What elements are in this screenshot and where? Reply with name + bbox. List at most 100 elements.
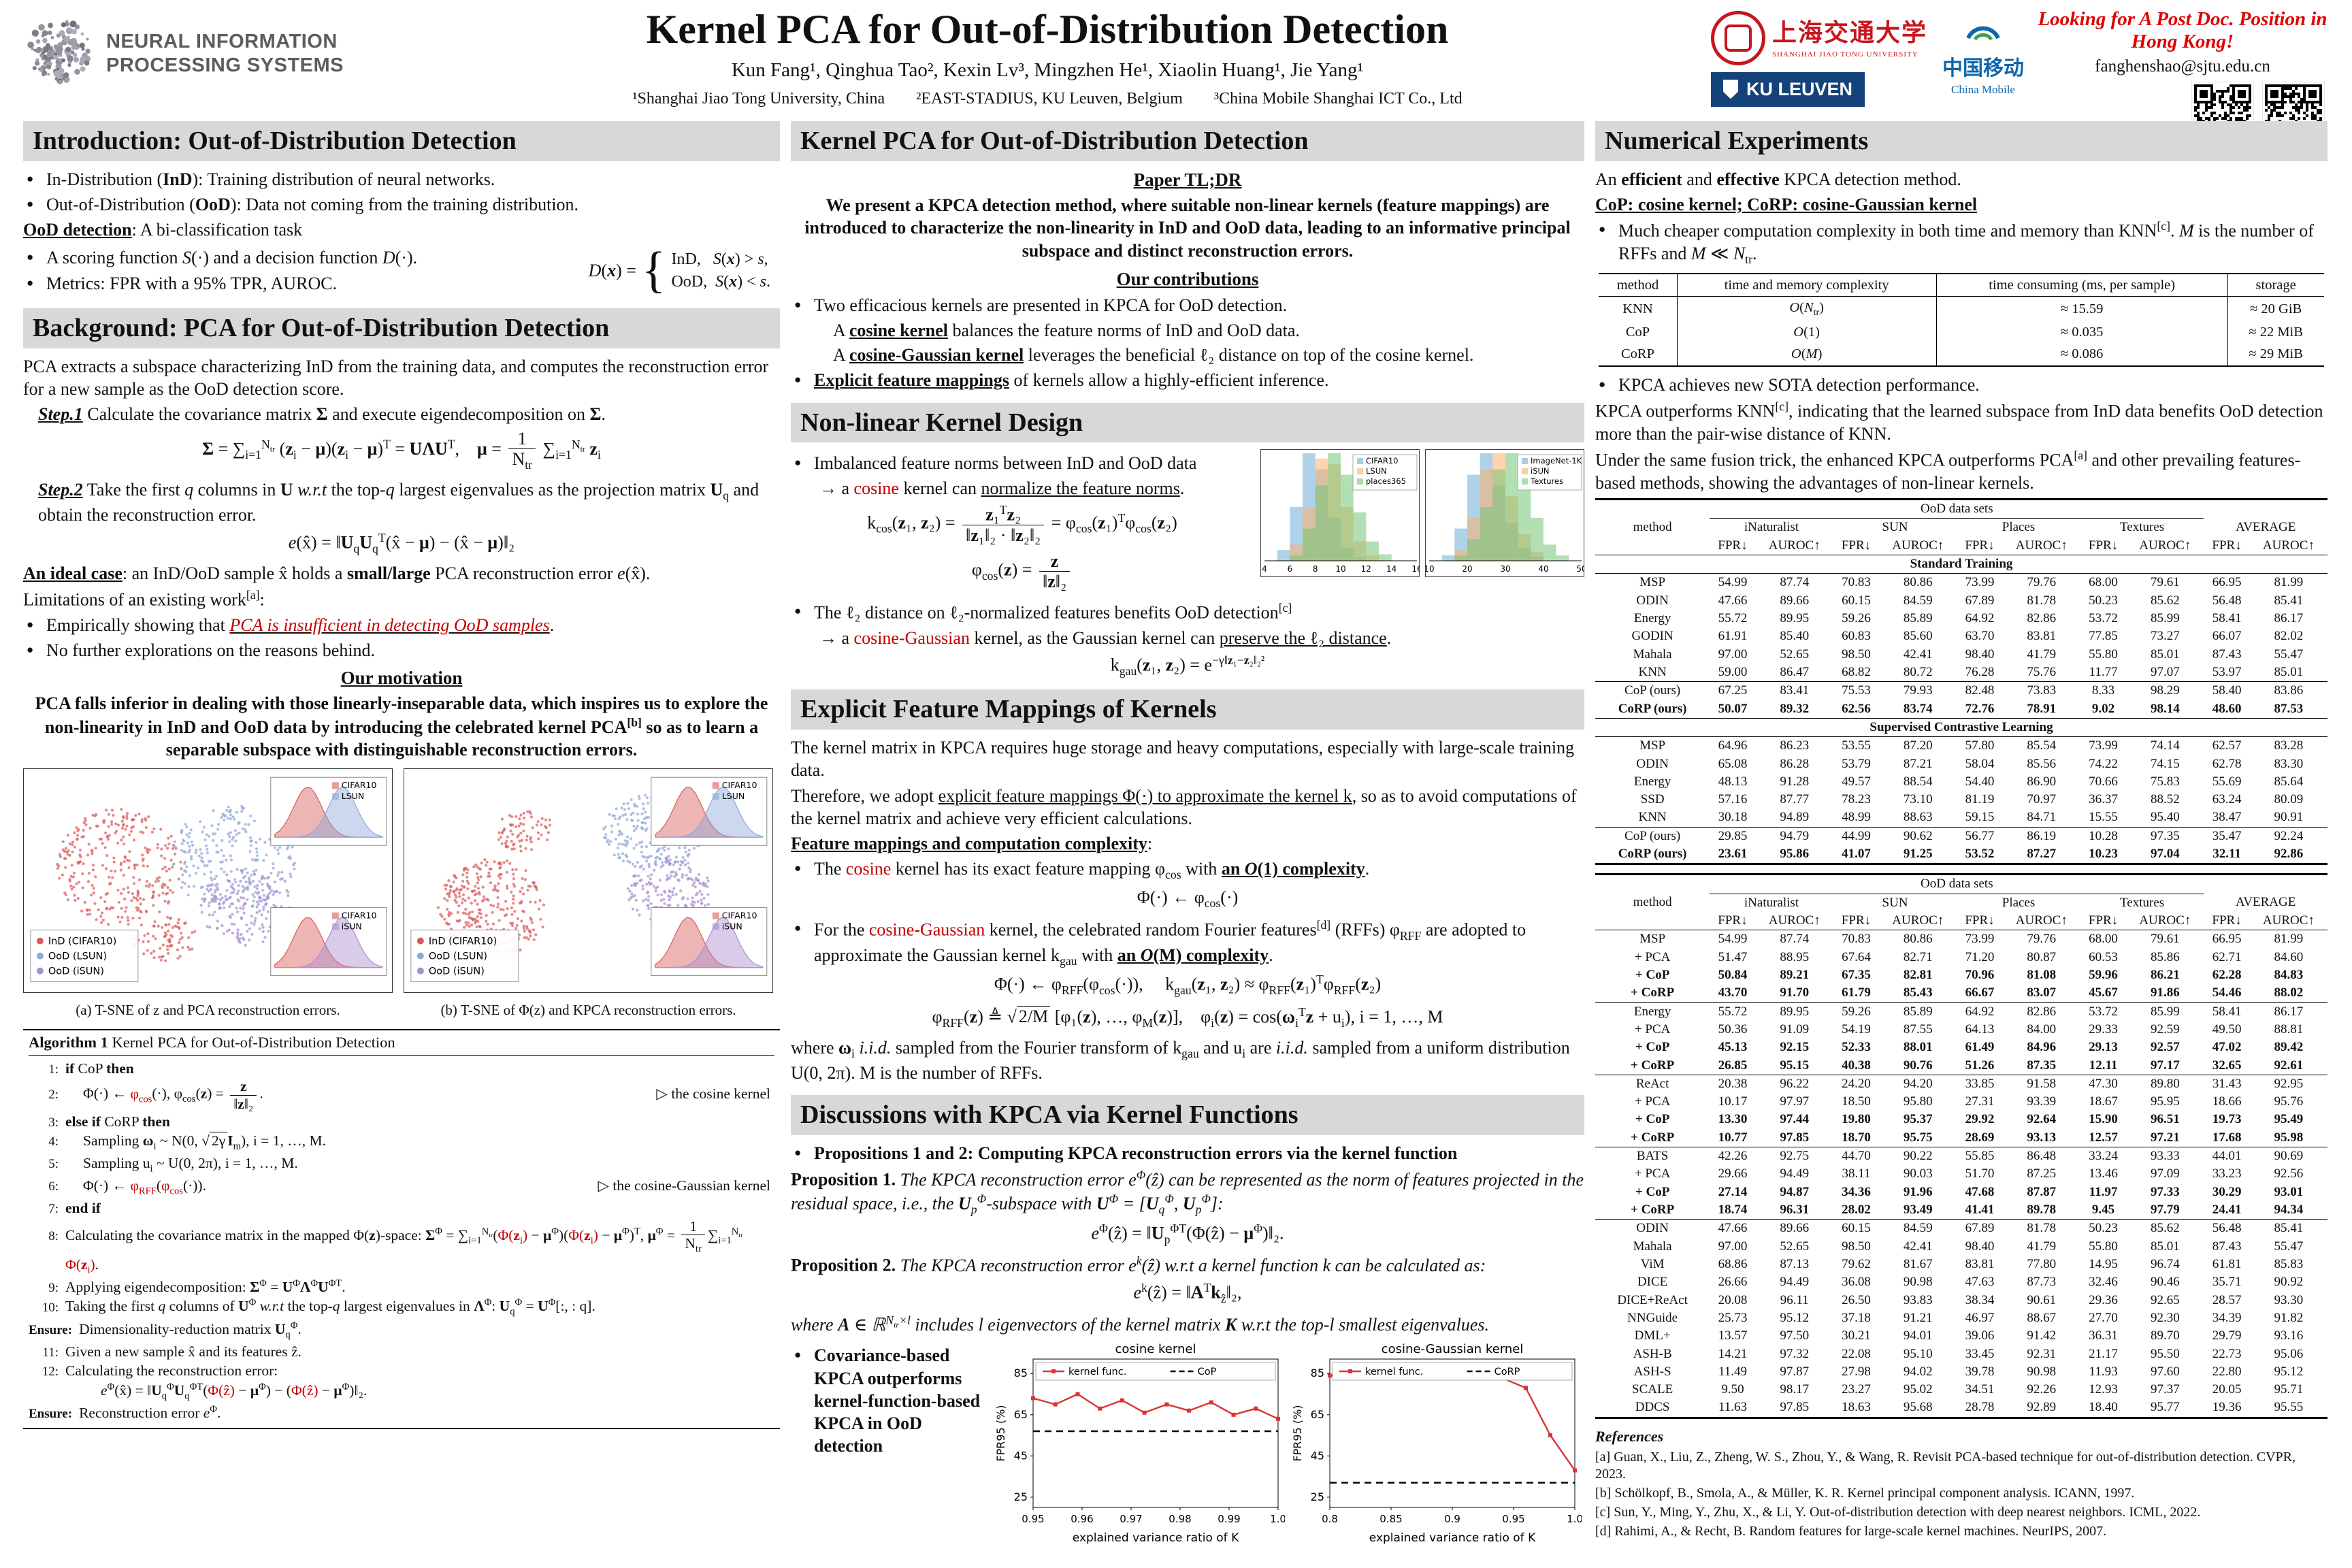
value-cell: 82.48 <box>1957 681 2003 700</box>
value-cell: 67.89 <box>1957 1219 2003 1238</box>
value-cell: 85.99 <box>2126 1002 2204 1021</box>
column-header: storage <box>2227 273 2324 297</box>
table-row: + CoRP 26.85 95.15 40.38 90.76 51.26 87.35 12.1… <box>1595 1057 2328 1075</box>
method-cell: Energy <box>1633 774 1671 789</box>
svg-text:20: 20 <box>1462 564 1472 574</box>
value-cell: 68.86 <box>1718 1256 1748 1271</box>
method-cell: GODIN <box>1631 629 1673 644</box>
method-header: method <box>1633 519 1672 534</box>
method-cell: + CoP <box>1635 1112 1670 1127</box>
rff-mapping-formula: Φ(·) ← φRFF(φcos(·)), kgau(z₁, z₂) ≈ φRF… <box>994 973 1382 998</box>
value-cell: 52.33 <box>1842 1040 1871 1055</box>
algorithm-line-number: 5: <box>48 1157 59 1172</box>
value-cell: 90.61 <box>2027 1292 2057 1307</box>
svg-text:cosine-Gaussian kernel: cosine-Gaussian kernel <box>1382 1342 1524 1356</box>
table-section-row: Standard Training <box>1595 555 2328 574</box>
value-cell: 27.14 <box>1718 1184 1748 1199</box>
value-cell: 95.10 <box>1903 1346 1933 1361</box>
value-cell: 79.62 <box>1842 1256 1871 1271</box>
value-cell: 92.61 <box>2274 1058 2304 1073</box>
value-cell: 87.74 <box>1780 932 1810 947</box>
value-cell: 89.80 <box>2126 1074 2204 1094</box>
intro-scoring-row: A scoring function S(·) and a decision f… <box>23 244 780 297</box>
svg-text:0.85: 0.85 <box>1379 1513 1402 1525</box>
value-cell: 80.86 <box>1903 575 1933 590</box>
value-cell: 55.69 <box>2212 774 2242 789</box>
value-cell: 63.24 <box>2212 792 2242 807</box>
table-row: ODIN 47.66 89.66 60.15 84.59 67.89 81.78 50.23 8… <box>1595 592 2328 610</box>
value-cell: 95.98 <box>2274 1130 2304 1145</box>
china-mobile-logo-icon <box>1966 26 2000 41</box>
method-cell: ODIN <box>1636 593 1669 608</box>
figure-tsne-pca: CIFAR10 LSUN CIFAR10 iSUN InD (CIFAR10) OoD (… <box>23 768 393 1019</box>
algorithm-line-number: 4: <box>48 1134 59 1149</box>
kernel-design-text: Imbalanced feature norms between InD and… <box>791 449 1254 598</box>
neurips-text-line1: NEURAL INFORMATION <box>106 31 338 53</box>
value-cell: 44.01 <box>2204 1147 2250 1166</box>
svg-text:FPR95 (%): FPR95 (%) <box>1291 1405 1304 1462</box>
section-kernel-design: Non-linear Kernel Design Imbalanced feat… <box>791 402 1584 679</box>
tldr-text: We present a KPCA detection method, wher… <box>804 195 1571 261</box>
value-cell: 86.19 <box>2002 826 2080 846</box>
discussion-charts-row: Covariance-based KPCA outperforms kernel… <box>791 1341 1584 1551</box>
value-cell: 54.46 <box>2212 985 2242 1000</box>
affiliations: ¹Shanghai Jiao Tong University, China ²E… <box>396 88 1699 110</box>
svg-text:places365: places365 <box>1366 476 1406 486</box>
value-cell: 57.80 <box>1965 738 1995 753</box>
algorithm-line-text: else if CoRP then <box>65 1113 170 1130</box>
feature-norm-histograms: CIFAR10 LSUN places365 4 6 8 10 12 14 16 ImageNet… <box>1260 449 1584 598</box>
svg-text:1.0: 1.0 <box>1567 1513 1582 1525</box>
method-cell: ViM <box>1640 1256 1665 1271</box>
value-cell: 92.30 <box>2150 1310 2180 1325</box>
metric-header: AUROC↑ <box>1768 913 1820 928</box>
table-row: ViM 68.86 87.13 79.62 81.67 83.81 77.80 14.95 96… <box>1595 1256 2328 1273</box>
table-cell: ≈ 15.59 <box>1936 296 2228 322</box>
section-experiments: Numerical Experiments An efficient and e… <box>1595 121 2328 1540</box>
svg-text:kernel func.: kernel func. <box>1068 1367 1126 1377</box>
value-cell: 85.89 <box>1903 611 1933 626</box>
method-cell: Mahala <box>1633 647 1672 662</box>
value-cell: 93.30 <box>2274 1292 2304 1307</box>
value-cell: 83.81 <box>2027 629 2057 644</box>
svg-text:FPR95 (%): FPR95 (%) <box>994 1405 1007 1462</box>
method-cell: + CoP <box>1635 1040 1670 1055</box>
tsne-plot-pca: CIFAR10 LSUN CIFAR10 iSUN InD (CIFAR10) OoD (… <box>23 768 393 998</box>
value-cell: 48.60 <box>2212 701 2242 716</box>
contribution-1: Two efficacious kernels are presented in… <box>791 294 1584 316</box>
table-row: KNN 30.18 94.89 48.99 88.63 59.15 84.71 15.55 95… <box>1595 808 2328 827</box>
svg-text:0.95: 0.95 <box>1022 1513 1044 1525</box>
email-link[interactable]: fanghenshao@sjtu.edu.cn <box>2095 56 2270 76</box>
intro-ood-detection-line: OoD detection: A bi-classification task <box>23 220 303 240</box>
intro-bullet-ind: In-Distribution (InD): Training distribu… <box>23 168 780 191</box>
tsne-figures: CIFAR10 LSUN CIFAR10 iSUN InD (CIFAR10) OoD (… <box>23 768 780 1019</box>
table-cell: CoP <box>1625 325 1650 340</box>
value-cell: 87.87 <box>2027 1184 2057 1199</box>
design-bullet-norms: Imbalanced feature norms between InD and… <box>791 452 1254 474</box>
method-header: method <box>1633 895 1672 910</box>
algorithm-line-text: Given a new sample x̂ and its features ẑ… <box>65 1343 301 1360</box>
references: References [a] Guan, X., Liu, Z., Zheng,… <box>1595 1427 2328 1540</box>
value-cell: 32.65 <box>2212 1058 2242 1073</box>
spacer <box>2204 500 2328 519</box>
table-row: + CoP 13.30 97.44 19.80 95.37 29.92 92.64 15.90… <box>1595 1111 2328 1128</box>
section-title-explicit-mappings: Explicit Feature Mappings of Kernels <box>791 689 1584 730</box>
method-cell: MSP <box>1639 932 1666 947</box>
value-cell: 58.40 <box>2204 681 2250 700</box>
value-cell: 74.22 <box>2089 756 2118 771</box>
svg-text:40: 40 <box>1538 564 1548 574</box>
value-cell: 91.96 <box>1903 1184 1933 1199</box>
value-cell: 87.55 <box>1903 1022 1933 1036</box>
sjtu-kuleuven-logos: 上海交通大学 SHANGHAI JIAO TONG UNIVERSITY KU … <box>1710 11 1927 107</box>
value-cell: 56.77 <box>1957 826 2003 846</box>
value-cell: 59.26 <box>1842 611 1871 626</box>
value-cell: 83.30 <box>2274 756 2304 771</box>
value-cell: 29.13 <box>2089 1040 2118 1055</box>
value-cell: 97.85 <box>1780 1400 1810 1415</box>
value-cell: 47.66 <box>1710 1219 1756 1238</box>
proposition-2-note: where A ∈ ℝNtr×l includes l eigenvectors… <box>791 1313 1490 1335</box>
table-row: + CoRP 18.74 96.31 28.02 93.49 41.41 89.78 9.45… <box>1595 1201 2328 1220</box>
svg-text:10: 10 <box>1335 564 1345 574</box>
algorithm-line-text: Sampling ωi ~ N(0, √ 2γ Im), i = 1, …, M. <box>83 1132 326 1152</box>
motivation-text: PCA falls inferior in dealing with those… <box>35 693 768 760</box>
algorithm-line-text: end if <box>65 1200 101 1217</box>
